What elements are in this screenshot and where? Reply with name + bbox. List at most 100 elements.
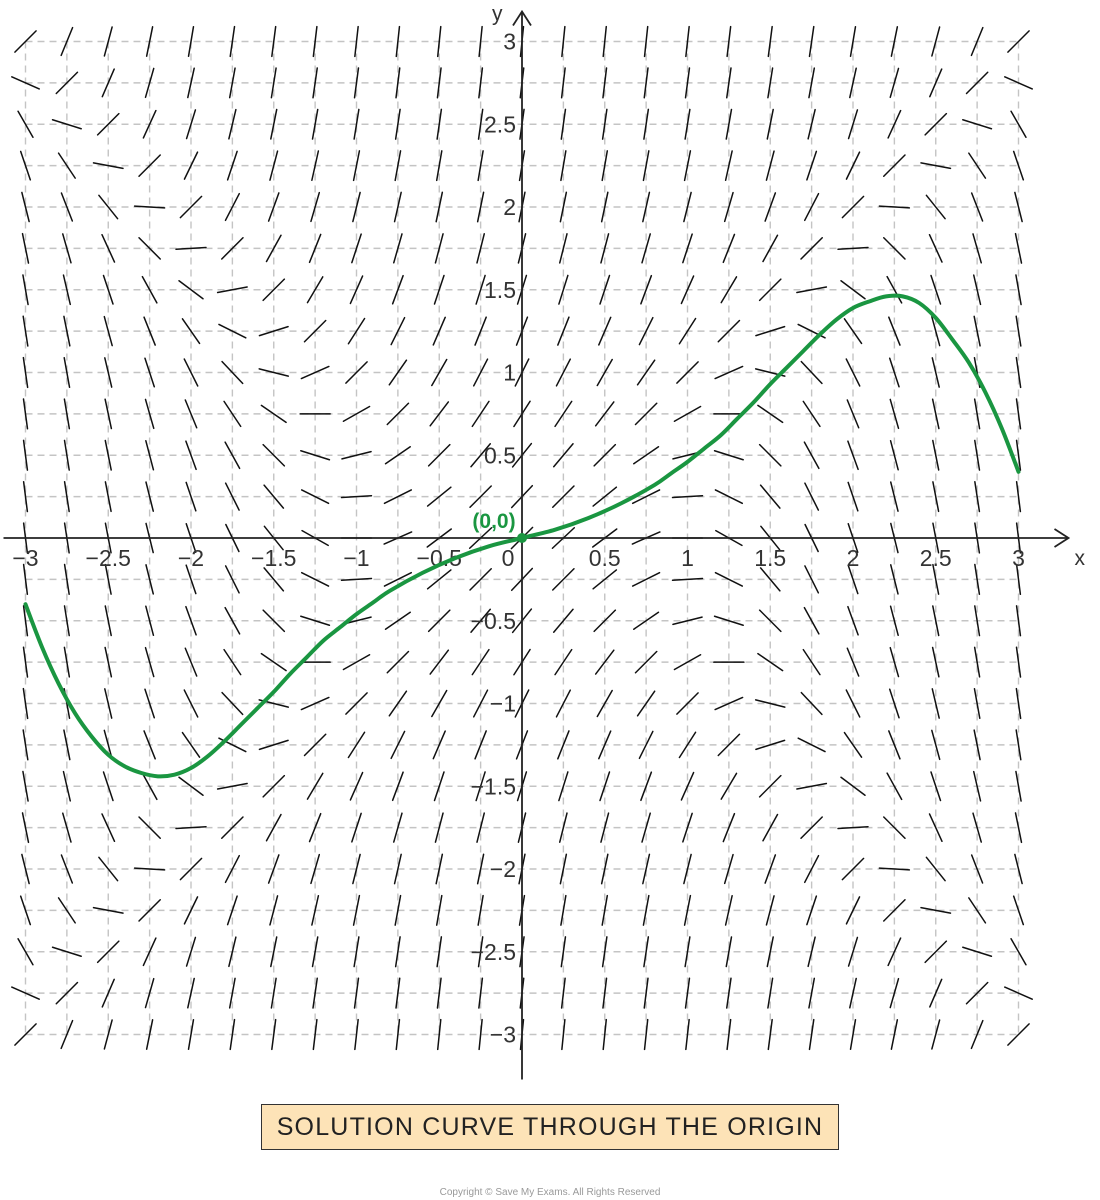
slope-segment bbox=[723, 191, 734, 223]
slope-segment bbox=[22, 398, 29, 430]
slope-segment bbox=[228, 67, 236, 99]
slope-segment bbox=[643, 977, 649, 1009]
slope-segment bbox=[634, 650, 658, 674]
slope-segment bbox=[636, 359, 656, 386]
slope-segment bbox=[303, 319, 327, 343]
slope-segment bbox=[477, 108, 484, 140]
slope-segment bbox=[631, 489, 661, 505]
slope-segment bbox=[724, 894, 733, 926]
slope-segment bbox=[184, 647, 198, 677]
slope-segment bbox=[429, 649, 450, 675]
slope-segment bbox=[353, 936, 360, 968]
slope-segment bbox=[849, 25, 857, 58]
slope-segment bbox=[924, 112, 948, 136]
slope-segment bbox=[886, 772, 903, 801]
slope-segment bbox=[762, 813, 779, 842]
slope-segment bbox=[216, 782, 248, 790]
slope-segment bbox=[561, 1018, 566, 1051]
slope-segment bbox=[890, 1019, 899, 1050]
slope-segment bbox=[306, 772, 324, 800]
slope-segment bbox=[717, 319, 741, 343]
slope-segment bbox=[22, 729, 29, 761]
slope-segment bbox=[762, 234, 779, 263]
slope-segment bbox=[475, 771, 486, 802]
slope-segment bbox=[429, 401, 450, 427]
slope-segment bbox=[63, 439, 70, 471]
slope-segment bbox=[965, 71, 989, 95]
slope-segment bbox=[806, 150, 818, 181]
slope-segment bbox=[103, 315, 113, 347]
slope-segment bbox=[427, 609, 451, 633]
slope-segment bbox=[720, 772, 738, 800]
slope-segment bbox=[680, 771, 695, 801]
slope-segment bbox=[353, 977, 360, 1009]
slope-segment bbox=[974, 563, 981, 595]
slope-segment bbox=[808, 977, 816, 1009]
slope-segment bbox=[641, 233, 651, 264]
slope-segment bbox=[560, 936, 567, 968]
slope-segment bbox=[888, 730, 901, 760]
slope-segment bbox=[224, 854, 241, 884]
slope-segment bbox=[840, 776, 866, 796]
slope-segment bbox=[713, 615, 744, 626]
slope-segment bbox=[800, 691, 823, 716]
slope-segment bbox=[593, 443, 617, 467]
slope-segment bbox=[765, 150, 775, 181]
slope-segment bbox=[683, 853, 692, 885]
slope-segment bbox=[642, 894, 650, 926]
slope-segment bbox=[262, 443, 286, 467]
slope-segment bbox=[104, 398, 113, 430]
slope-segment bbox=[889, 564, 899, 595]
slope-segment bbox=[929, 68, 943, 98]
slope-segment bbox=[187, 1018, 195, 1051]
slope-segment bbox=[145, 564, 155, 595]
slope-segment bbox=[552, 485, 575, 508]
slope-segment bbox=[803, 192, 820, 222]
slope-segment bbox=[101, 813, 116, 843]
slope-segment bbox=[142, 937, 157, 967]
slope-segment bbox=[138, 154, 161, 177]
slope-segment bbox=[426, 569, 452, 590]
annotations: (0,0) bbox=[472, 510, 527, 543]
slope-segment bbox=[596, 689, 613, 718]
slope-segment bbox=[144, 977, 155, 1009]
slope-segment bbox=[98, 194, 119, 220]
slope-segment bbox=[22, 605, 29, 637]
x-tick-label: 3 bbox=[1012, 545, 1025, 571]
slope-segment bbox=[185, 440, 197, 471]
slope-segment bbox=[807, 108, 816, 140]
x-axis-arrowhead bbox=[1054, 528, 1071, 548]
slope-segment bbox=[352, 191, 361, 223]
slope-segment bbox=[384, 446, 411, 465]
slope-segment bbox=[306, 276, 324, 304]
slope-segment bbox=[887, 109, 902, 139]
slope-segment bbox=[104, 481, 112, 513]
slope-segment bbox=[808, 25, 815, 58]
y-tick-label: 3 bbox=[503, 29, 516, 55]
y-tick-label: −1 bbox=[490, 691, 516, 717]
slope-segment bbox=[187, 25, 195, 58]
slope-segment bbox=[175, 246, 207, 251]
slope-segment bbox=[1015, 687, 1022, 720]
slope-segment bbox=[271, 1018, 277, 1051]
slope-segment bbox=[62, 770, 72, 802]
slope-segment bbox=[433, 274, 445, 305]
y-tick-label: 1 bbox=[503, 360, 516, 386]
slope-segment bbox=[138, 816, 161, 839]
slope-segment bbox=[764, 192, 777, 222]
slope-segment bbox=[676, 692, 699, 715]
slope-segment bbox=[924, 940, 948, 964]
slope-segment bbox=[426, 486, 452, 507]
slope-segment bbox=[476, 812, 486, 843]
slope-segment bbox=[96, 940, 120, 964]
slope-segment bbox=[395, 67, 401, 99]
slope-segment bbox=[11, 986, 40, 1000]
slope-segment bbox=[269, 150, 279, 181]
slope-segment bbox=[477, 936, 484, 968]
slope-segment bbox=[478, 977, 484, 1009]
slope-segment bbox=[1007, 30, 1030, 53]
slope-segment bbox=[846, 399, 860, 429]
slope-segment bbox=[270, 936, 278, 968]
slope-segment bbox=[311, 150, 320, 182]
x-tick-label: −3 bbox=[12, 545, 38, 571]
